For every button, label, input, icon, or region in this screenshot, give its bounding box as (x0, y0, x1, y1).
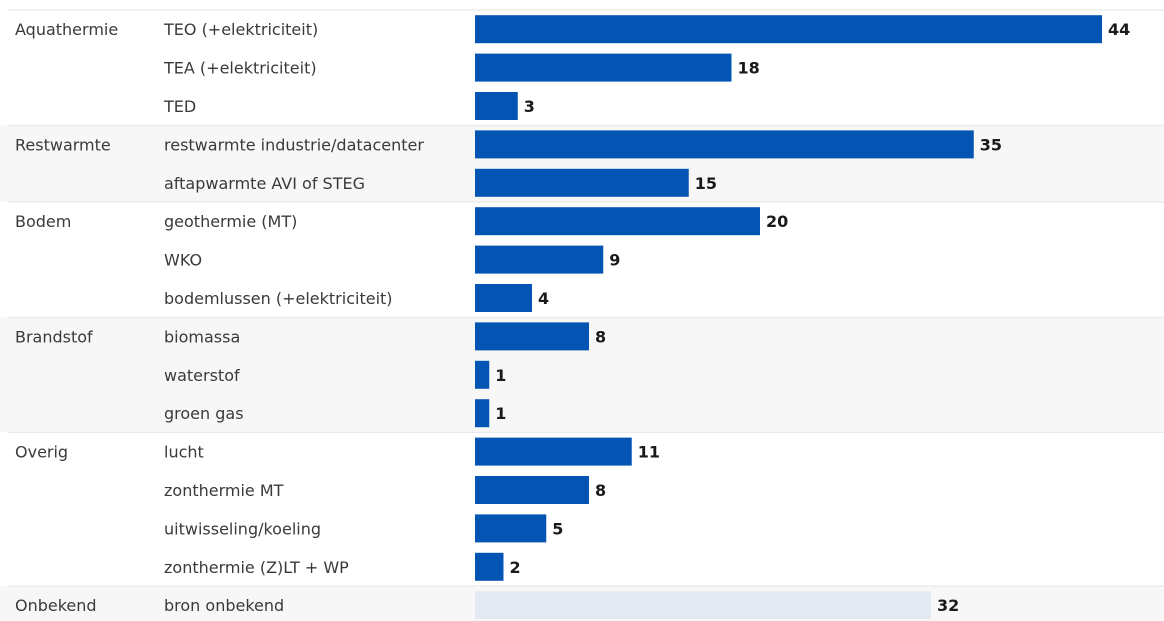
value-label: 8 (595, 481, 606, 500)
category-label: aftapwarmte AVI of STEG (164, 174, 365, 193)
value-label: 1 (495, 366, 506, 385)
bar (475, 399, 490, 428)
value-label: 4 (538, 289, 549, 308)
bar (475, 476, 589, 504)
bar (475, 552, 504, 581)
category-label: zonthermie MT (164, 481, 284, 500)
bar (475, 207, 760, 236)
bar (475, 591, 931, 620)
bar (475, 15, 1102, 44)
group-label: Restwarmte (15, 135, 111, 154)
category-label: groen gas (164, 404, 244, 423)
value-label: 9 (609, 251, 620, 270)
bar (475, 284, 532, 312)
value-label: 3 (524, 97, 535, 116)
value-label: 44 (1108, 20, 1130, 39)
category-label: zonthermie (Z)LT + WP (164, 558, 349, 577)
value-label: 32 (937, 596, 959, 615)
value-label: 11 (638, 443, 660, 462)
bar (475, 168, 689, 197)
bar (475, 322, 589, 351)
bar (475, 360, 490, 389)
group-label: Onbekend (15, 596, 97, 615)
value-label: 8 (595, 327, 606, 346)
category-label: bodemlussen (+elektriciteit) (164, 289, 393, 308)
category-label: waterstof (164, 366, 240, 385)
category-label: uitwisseling/koeling (164, 519, 321, 538)
category-label: TEA (+elektriciteit) (163, 59, 317, 78)
value-label: 2 (510, 558, 521, 577)
value-label: 18 (738, 59, 760, 78)
group-label: Brandstof (15, 327, 93, 346)
bar (475, 514, 547, 543)
group-label: Overig (15, 443, 68, 462)
value-label: 1 (495, 404, 506, 423)
value-label: 35 (980, 135, 1002, 154)
category-label: restwarmte industrie/datacenter (164, 135, 424, 154)
value-label: 15 (695, 174, 717, 193)
group-label: Aquathermie (15, 20, 118, 39)
category-label: bron onbekend (164, 596, 284, 615)
labels-layer: Aquathermie TEO (+elektriciteit) TEA (+ele… (15, 20, 424, 615)
category-label: TEO (+elektriciteit) (163, 20, 318, 39)
bar (475, 437, 632, 466)
value-label: 20 (766, 212, 788, 231)
bar (475, 130, 974, 159)
category-label: TED (163, 97, 196, 116)
category-label: geothermie (MT) (164, 212, 297, 231)
group-label: Bodem (15, 212, 71, 231)
category-label: biomassa (164, 327, 240, 346)
bar (475, 245, 604, 274)
value-label: 5 (552, 519, 563, 538)
bar (475, 53, 732, 82)
category-label: lucht (164, 443, 204, 462)
category-label: WKO (164, 251, 202, 270)
bar (475, 92, 518, 120)
